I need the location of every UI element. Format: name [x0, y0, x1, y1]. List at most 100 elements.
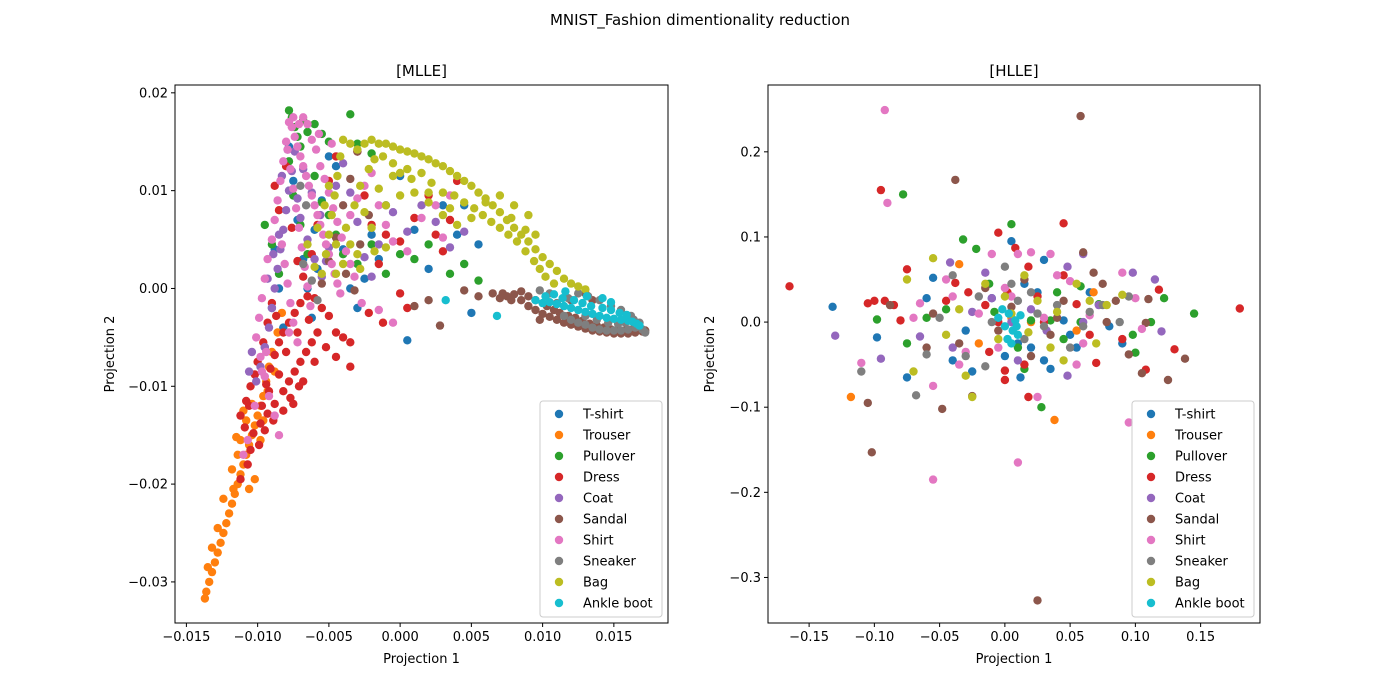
scatter-point — [452, 171, 462, 181]
scatter-point — [507, 213, 516, 223]
scatter-point — [1046, 364, 1055, 374]
scatter-point — [274, 370, 284, 379]
scatter-point — [407, 174, 416, 184]
scatter-point — [517, 296, 526, 305]
scatter-point — [341, 223, 351, 232]
scatter-point — [252, 333, 261, 342]
mlle-points — [200, 106, 650, 603]
scatter-point — [1059, 219, 1068, 228]
scatter-point — [909, 313, 918, 322]
scatter-point — [424, 188, 433, 197]
scatter-point — [381, 139, 391, 148]
scatter-point — [588, 323, 597, 332]
scatter-point — [257, 294, 267, 303]
legend-marker — [554, 493, 564, 503]
scatter-point — [1033, 296, 1042, 305]
scatter-point — [353, 194, 362, 203]
scatter-point — [341, 247, 351, 256]
scatter-point — [951, 278, 960, 288]
legend-label: Bag — [583, 576, 608, 591]
scatter-point — [403, 336, 412, 345]
scatter-point — [367, 230, 376, 239]
scatter-point — [968, 307, 977, 317]
scatter-point — [961, 371, 970, 380]
scatter-point — [541, 292, 550, 301]
scatter-point — [263, 409, 272, 418]
scatter-point — [987, 294, 996, 303]
scatter-point — [1072, 343, 1081, 352]
scatter-point — [249, 429, 258, 438]
scatter-point — [338, 135, 348, 144]
scatter-point — [581, 285, 590, 294]
scatter-point — [301, 347, 311, 357]
hlle-series-t-shirt — [828, 237, 1127, 382]
scatter-point — [202, 587, 211, 596]
scatter-point — [1115, 317, 1124, 327]
scatter-point — [364, 308, 373, 318]
scatter-point — [219, 494, 228, 503]
scatter-point — [417, 152, 426, 161]
scatter-point — [313, 328, 322, 337]
scatter-point — [948, 271, 957, 280]
scatter-point — [883, 198, 892, 208]
scatter-point — [870, 296, 879, 305]
scatter-point — [581, 307, 590, 317]
scatter-point — [210, 558, 220, 567]
scatter-point — [267, 235, 277, 244]
scatter-point — [219, 528, 228, 538]
scatter-point — [872, 333, 882, 342]
scatter-point — [284, 106, 294, 115]
scatter-point — [460, 198, 469, 207]
scatter-point — [569, 296, 579, 305]
scatter-point — [616, 315, 626, 324]
legend-item-dress: Dress — [554, 471, 620, 486]
scatter-point — [260, 274, 269, 283]
scatter-point — [1039, 322, 1049, 331]
scatter-point — [331, 162, 341, 171]
scatter-point — [286, 393, 295, 403]
scatter-point — [1085, 296, 1094, 305]
scatter-point — [1024, 262, 1033, 271]
scatter-point — [388, 318, 398, 327]
legend-item-t-shirt: T-shirt — [554, 408, 624, 423]
legend-marker — [1146, 409, 1156, 419]
scatter-point — [1131, 348, 1140, 357]
scatter-point — [427, 178, 436, 187]
scatter-point — [902, 339, 912, 348]
legend-item-t-shirt: T-shirt — [1146, 408, 1216, 423]
scatter-point — [227, 499, 237, 508]
scatter-point — [955, 305, 964, 314]
scatter-point — [346, 240, 355, 249]
legend-marker — [554, 598, 564, 608]
scatter-point — [337, 233, 346, 242]
scatter-point — [403, 164, 412, 174]
scatter-point — [370, 247, 379, 256]
scatter-point — [994, 228, 1003, 237]
scatter-point — [1016, 373, 1025, 382]
scatter-point — [331, 240, 341, 249]
scatter-point — [1013, 356, 1023, 365]
scatter-point — [313, 296, 322, 305]
scatter-point — [293, 328, 302, 337]
scatter-point — [1072, 279, 1081, 288]
scatter-point — [1059, 356, 1068, 365]
scatter-point — [1124, 292, 1134, 301]
legend-marker — [554, 409, 564, 419]
scatter-point — [338, 333, 348, 342]
scatter-point — [1013, 330, 1023, 339]
scatter-point — [299, 259, 308, 269]
legend-label: Sandal — [583, 513, 627, 528]
scatter-point — [310, 254, 319, 264]
legend-label: Trouser — [582, 429, 631, 444]
scatter-point — [1128, 330, 1138, 339]
scatter-point — [1144, 294, 1153, 304]
scatter-point — [595, 325, 604, 334]
scatter-point — [360, 208, 369, 217]
legend-marker — [1146, 514, 1156, 524]
scatter-point — [588, 309, 597, 319]
scatter-point — [1063, 262, 1072, 271]
scatter-point — [1065, 277, 1075, 286]
scatter-point — [294, 223, 304, 232]
scatter-point — [314, 129, 324, 139]
hlle-series-ankle-boot — [994, 305, 1025, 348]
